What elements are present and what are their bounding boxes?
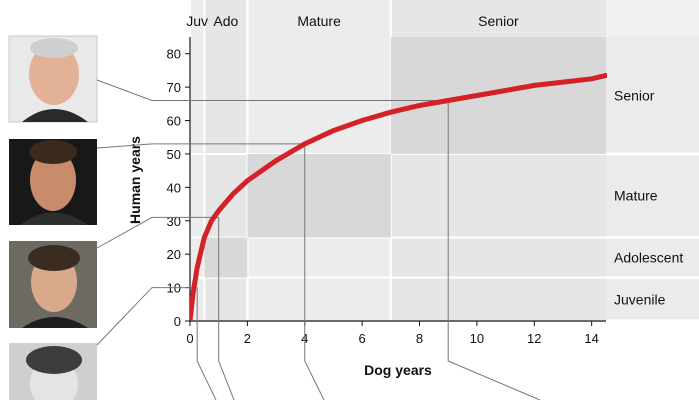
y-tick-label: 20 [167, 247, 181, 262]
highlight-boxes [204, 37, 606, 278]
x-tick-label: 6 [359, 331, 366, 346]
photo-connector [96, 143, 305, 149]
x-tick-label: 10 [470, 331, 484, 346]
human-stage-label: Senior [614, 87, 655, 103]
dog-stage-labels: Juv Ado Mature Senior [186, 13, 519, 29]
dog-stage-label: Senior [478, 13, 519, 29]
y-tick-label: 0 [174, 314, 181, 329]
x-tick-label: 0 [186, 331, 193, 346]
axes [189, 37, 606, 322]
dog-stage-label: Ado [213, 13, 238, 29]
x-tick-label: 12 [527, 331, 541, 346]
y-tick-label: 50 [167, 147, 181, 162]
highlight-box [204, 237, 248, 278]
photo-connector [96, 79, 449, 101]
photo-connector [96, 216, 219, 249]
portrait-senior [8, 35, 98, 123]
dog-stage-label: Mature [297, 13, 341, 29]
highlight-box [390, 37, 606, 154]
portrait-adolescent [9, 241, 97, 328]
x-tick-label: 2 [244, 331, 251, 346]
y-tick-label: 30 [167, 214, 181, 229]
dog-stage-label: Juv [186, 13, 208, 29]
photo-connector [96, 287, 198, 346]
x-axis-label: Dog years [364, 362, 432, 378]
bottom-connector [196, 287, 217, 400]
human-stage-label: Juvenile [614, 291, 666, 307]
human-stage-labels: Juvenile Adolescent Mature Senior [614, 87, 683, 307]
y-tick-label: 60 [167, 114, 181, 129]
bottom-connector [304, 143, 325, 400]
human-stage-label: Mature [614, 188, 658, 204]
y-tick-label: 70 [167, 80, 181, 95]
age-curve [190, 72, 607, 320]
x-tick-label: 8 [416, 331, 423, 346]
x-tick-label: 14 [584, 331, 598, 346]
portrait-mature [9, 139, 97, 225]
y-tick-label: 80 [167, 47, 181, 62]
dog-stage-column [190, 0, 205, 321]
bottom-connector [447, 100, 541, 400]
portrait-juvenile [9, 343, 97, 400]
x-tick-labels: 0 2 4 6 8 10 12 14 [186, 321, 599, 346]
reference-connectors [96, 79, 541, 400]
y-tick-label: 40 [167, 180, 181, 195]
bottom-connector [218, 217, 235, 400]
human-stage-label: Adolescent [614, 250, 683, 266]
y-axis-label: Human years [127, 136, 143, 224]
portrait-column [8, 35, 98, 400]
highlight-box [247, 153, 391, 238]
human-stage-panel [606, 37, 699, 321]
